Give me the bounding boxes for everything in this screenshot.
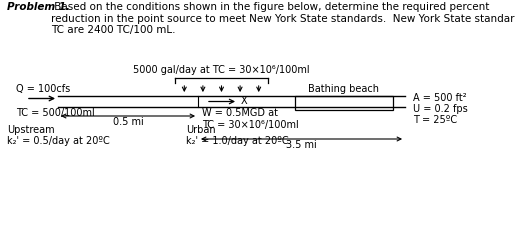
Text: TC = 500/100ml: TC = 500/100ml (16, 108, 95, 118)
Bar (295, 96, 393, 110)
Text: Q = 100cfs: Q = 100cfs (16, 84, 70, 94)
Text: 0.5 mi: 0.5 mi (113, 117, 143, 127)
Text: T = 25ºC: T = 25ºC (413, 115, 457, 125)
Text: Upstream: Upstream (7, 125, 55, 135)
Text: A = 500 ft²: A = 500 ft² (413, 93, 467, 103)
Text: U = 0.2 fps: U = 0.2 fps (413, 104, 468, 114)
Text: Problem 1.: Problem 1. (7, 2, 70, 12)
Text: k₂' = 0.5/day at 20ºC: k₂' = 0.5/day at 20ºC (7, 136, 110, 146)
Text: X: X (241, 96, 248, 106)
Text: 3.5 mi: 3.5 mi (286, 140, 317, 150)
Text: k₂' = 1.0/day at 20ºC: k₂' = 1.0/day at 20ºC (186, 136, 288, 146)
Text: 5000 gal/day at TC = 30×10⁶/100ml: 5000 gal/day at TC = 30×10⁶/100ml (133, 65, 310, 75)
Text: Based on the conditions shown in the figure below, determine the required percen: Based on the conditions shown in the fig… (51, 2, 515, 35)
Text: Bathing beach: Bathing beach (308, 84, 380, 94)
Text: Urban: Urban (186, 125, 216, 135)
Text: W = 0.5MGD at
TC = 30×10⁶/100ml: W = 0.5MGD at TC = 30×10⁶/100ml (202, 108, 299, 130)
